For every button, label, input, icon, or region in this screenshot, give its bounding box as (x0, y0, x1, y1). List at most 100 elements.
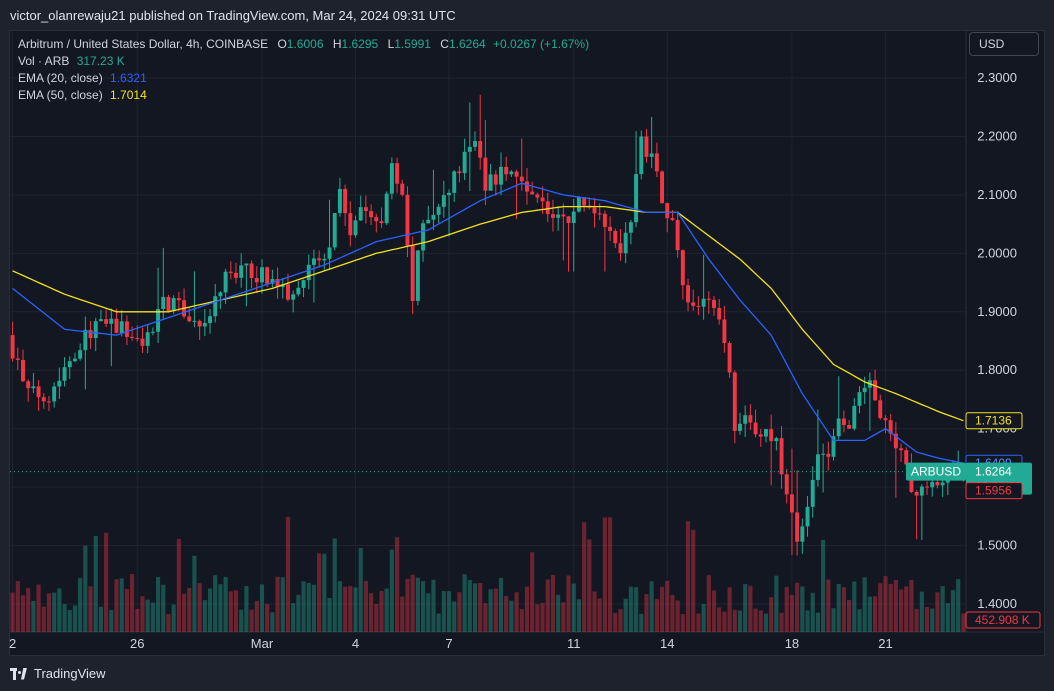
candle-body (805, 506, 810, 527)
volume-bar (836, 584, 841, 632)
ema20-label[interactable]: EMA (20, close) (18, 71, 103, 85)
volume-bar (26, 588, 31, 632)
volume-bar (10, 592, 15, 632)
volume-bar (878, 583, 883, 632)
candle-body (935, 482, 940, 486)
volume-bar (119, 578, 124, 632)
footer-brand[interactable]: TradingView (10, 666, 106, 681)
volume-bar (436, 613, 441, 632)
candle-body (831, 436, 836, 457)
volume-bar (36, 584, 41, 632)
volume-bar (784, 586, 789, 632)
volume-bar (446, 591, 452, 632)
volume-bar (602, 517, 607, 632)
volume-bar (353, 587, 358, 632)
x-tick-label: 21 (878, 636, 892, 651)
volume-bar (935, 592, 940, 632)
candle-body (46, 401, 51, 403)
volume-bar (950, 590, 956, 632)
candle-body (270, 278, 275, 284)
candle-body (36, 386, 41, 398)
symbol-tag (906, 462, 966, 481)
volume-bar (192, 555, 197, 632)
candle-body (395, 163, 400, 184)
ema50-label[interactable]: EMA (50, close) (18, 88, 103, 102)
candle-body (291, 294, 296, 300)
candle-body (753, 422, 758, 435)
volume-bar (202, 600, 207, 632)
volume-bar (332, 538, 337, 632)
volume-bar (795, 582, 800, 632)
volume-bar (706, 575, 711, 632)
currency-button[interactable]: USD (969, 32, 1039, 56)
candle-body (670, 218, 675, 220)
volume-bar (275, 576, 280, 632)
volume-bar (883, 576, 888, 632)
volume-bar (758, 610, 763, 632)
candle-body (857, 392, 862, 406)
candle-body (457, 171, 462, 174)
candle-body (21, 359, 25, 382)
volume-bar (509, 600, 514, 632)
volume-bar (394, 537, 400, 632)
close-label: C (440, 37, 449, 51)
candle-body (925, 486, 930, 488)
candle-body (717, 307, 722, 320)
ema20-value: 1.6321 (110, 71, 147, 85)
volume-bar (633, 587, 639, 632)
candle-body (353, 220, 358, 236)
candle-body (919, 486, 924, 496)
candle-body (15, 358, 20, 360)
candle-body (421, 223, 426, 251)
candle-body (940, 482, 945, 486)
symbol-title[interactable]: Arbitrum / United States Dollar, 4h, COI… (18, 37, 269, 51)
candle-body (254, 278, 259, 283)
candle-body (150, 331, 155, 333)
candle-body (275, 278, 280, 288)
candle-body (119, 321, 124, 333)
candle-body (343, 188, 348, 214)
x-tick-label: 26 (130, 636, 144, 651)
chart-area[interactable] (9, 30, 1045, 656)
volume-bar (717, 607, 722, 632)
volume-bar (400, 596, 405, 632)
volume-value: 317.23 K (76, 54, 125, 68)
volume-bar (337, 581, 343, 632)
volume-bar (893, 580, 898, 632)
volume-bar (431, 579, 436, 632)
candle-body (452, 171, 457, 193)
candle-body (493, 174, 498, 185)
volume-bar (576, 599, 582, 632)
candle-body (135, 338, 140, 340)
volume-bar (514, 592, 519, 632)
candle-body (462, 151, 467, 174)
candle-body (473, 141, 477, 147)
volume-bar (207, 588, 213, 632)
volume-bar (582, 522, 587, 632)
volume-bar (291, 603, 296, 632)
volume-bar (810, 592, 815, 632)
volume-bar (675, 600, 680, 632)
symbol-row: Arbitrum / United States Dollar, 4h, COI… (18, 36, 589, 53)
volume-bar (924, 606, 930, 632)
volume-bar (789, 594, 795, 632)
candle-body (10, 335, 15, 359)
candle-body (311, 258, 316, 265)
candle-body (187, 316, 192, 322)
candle-body (654, 153, 659, 172)
volume-bar (748, 585, 753, 632)
volume-bar (88, 586, 93, 632)
candle-body (789, 494, 794, 513)
candle-body (223, 271, 228, 293)
volume-label[interactable]: Vol · ARB (18, 54, 70, 68)
x-tick-label: 18 (785, 636, 799, 651)
candle-body (124, 321, 129, 337)
volume-bar (763, 613, 769, 632)
candle-body (914, 491, 919, 496)
volume-bar (161, 584, 166, 632)
candle-body (285, 284, 290, 300)
candle-body (873, 380, 878, 401)
volume-bar (665, 580, 670, 632)
volume-bar (322, 553, 327, 632)
